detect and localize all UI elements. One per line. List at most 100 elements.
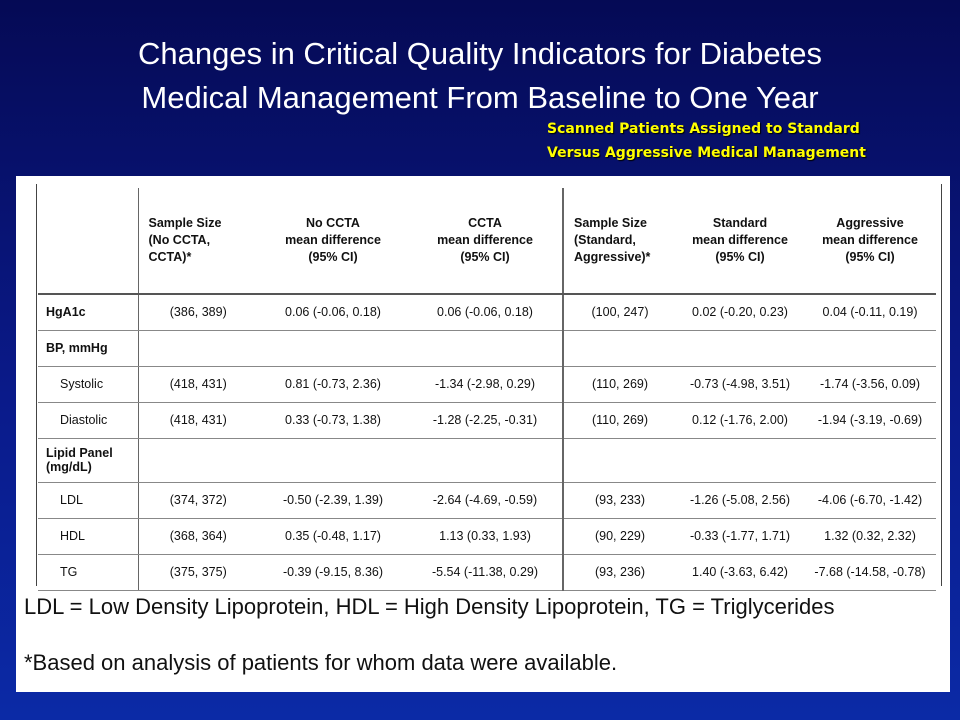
column-header-line: Sample Size [574,216,647,230]
slide-subtitle-line-1: Scanned Patients Assigned to Standard [547,121,860,137]
table-cell [137,438,258,483]
table-row: HDL (368, 364) 0.35 (-0.48, 1.17) 1.13 (0.3… [38,518,936,555]
results-table: Sample Size (No CCTA, CCTA)* No CCTA mean di… [38,188,936,591]
table-cell [562,438,676,483]
row-label: Lipid Panel (mg/dL) [38,438,138,483]
table-cell: -1.74 (-3.56, 0.09) [804,366,936,403]
table-cell: 0.81 (-0.73, 2.36) [258,366,408,403]
table-row: HgA1c (386, 389) 0.06 (-0.06, 0.18) 0.06 (-… [38,294,936,331]
row-label: LDL [38,482,138,519]
table-cell: -4.06 (-6.70, -1.42) [804,482,936,519]
table-cell: -0.39 (-9.15, 8.36) [258,554,408,591]
column-header-6: Aggressive mean difference (95% CI) [804,188,936,295]
table-cell: -1.28 (-2.25, -0.31) [408,402,563,439]
column-header-line: mean difference [822,233,918,247]
column-header-1: Sample Size (No CCTA, CCTA)* [137,188,258,295]
table-cell: 1.32 (0.32, 2.32) [804,518,936,555]
column-header-line: CCTA [468,216,502,230]
table-cell: -1.34 (-2.98, 0.29) [408,366,563,403]
column-header-line: Aggressive [836,216,904,230]
table-cell: (110, 269) [562,402,676,439]
table-cell: (90, 229) [562,518,676,555]
column-header-4: Sample Size (Standard, Aggressive)* [562,188,676,295]
table-cell: (93, 236) [562,554,676,591]
table-cell: 0.04 (-0.11, 0.19) [804,294,936,331]
column-header-line: (95% CI) [845,250,895,264]
column-header-line: Sample Size [148,216,222,230]
table-cell: -2.64 (-4.69, -0.59) [408,482,563,519]
table-cell: (110, 269) [562,366,676,403]
row-label: HgA1c [38,294,138,331]
table-cell: 1.40 (-3.63, 6.42) [676,554,804,591]
table-cell: -1.94 (-3.19, -0.69) [804,402,936,439]
row-label: Systolic [38,366,138,403]
column-header-line: CCTA)* [148,250,192,264]
column-header-line: mean difference [437,233,533,247]
column-header-line: mean difference [692,233,788,247]
column-header-0 [38,188,138,295]
table-row: Lipid Panel (mg/dL) [38,438,936,483]
row-label: HDL [38,518,138,555]
table-cell: 0.35 (-0.48, 1.17) [258,518,408,555]
table-cell: (375, 375) [137,554,258,591]
table-cell: (418, 431) [137,402,258,439]
table-cell [137,330,258,367]
column-header-line: Standard [712,216,768,230]
table-cell [676,438,804,483]
row-label: BP, mmHg [38,330,138,367]
table-cell: (374, 372) [137,482,258,519]
row-label: TG [38,554,138,591]
column-header-line: mean difference [285,233,381,247]
column-header-line: Aggressive)* [574,250,651,264]
slide-subtitle: Scanned Patients Assigned to Standard Ve… [547,117,866,165]
table-cell [408,330,563,367]
slide-subtitle-line-2: Versus Aggressive Medical Management [547,145,866,161]
table-cell [676,330,804,367]
table-row: Systolic (418, 431) 0.81 (-0.73, 2.36) -1.3… [38,366,936,403]
table-cell: (386, 389) [137,294,258,331]
slide-title: Changes in Critical Quality Indicators f… [0,32,960,120]
column-header-line: (No CCTA, [148,233,211,247]
table-cell: 0.12 (-1.76, 2.00) [676,402,804,439]
table-cell: 0.33 (-0.73, 1.38) [258,402,408,439]
abbreviation-footnote: LDL = Low Density Lipoprotein, HDL = Hig… [24,594,835,619]
table-panel: Sample Size (No CCTA, CCTA)* No CCTA mean di… [16,176,950,692]
slide-title-line-1: Changes in Critical Quality Indicators f… [137,36,823,71]
table-cell [804,438,936,483]
column-header-line: No CCTA [306,216,360,230]
table-cell: -0.50 (-2.39, 1.39) [258,482,408,519]
table-cell [258,438,408,483]
table-row: LDL (374, 372) -0.50 (-2.39, 1.39) -2.64 (-… [38,482,936,519]
column-header-2: No CCTA mean difference (95% CI) [258,188,408,295]
table-header-row: Sample Size (No CCTA, CCTA)* No CCTA mean di… [38,188,936,295]
table-cell: -5.54 (-11.38, 0.29) [408,554,563,591]
table-row: BP, mmHg [38,330,936,367]
results-table-area: Sample Size (No CCTA, CCTA)* No CCTA mean di… [38,188,938,591]
table-cell: (418, 431) [137,366,258,403]
table-cell: 0.06 (-0.06, 0.18) [408,294,563,331]
table-cell: 1.13 (0.33, 1.93) [408,518,563,555]
table-cell [258,330,408,367]
table-cell: -7.68 (-14.58, -0.78) [804,554,936,591]
column-header-line: (Standard, [574,233,636,247]
table-cell: 0.02 (-0.20, 0.23) [676,294,804,331]
column-header-5: Standard mean difference (95% CI) [676,188,804,295]
row-label: Diastolic [38,402,138,439]
column-header-3: CCTA mean difference (95% CI) [408,188,563,295]
table-cell: -0.73 (-4.98, 3.51) [676,366,804,403]
table-cell: (100, 247) [562,294,676,331]
column-header-line: (95% CI) [308,250,358,264]
column-header-line: (95% CI) [715,250,765,264]
column-header-line: (95% CI) [460,250,510,264]
table-cell: (93, 233) [562,482,676,519]
table-body: HgA1c (386, 389) 0.06 (-0.06, 0.18) 0.06 (-… [38,294,936,591]
table-row: TG (375, 375) -0.39 (-9.15, 8.36) -5.54 (-1… [38,554,936,591]
table-cell [408,438,563,483]
table-cell [804,330,936,367]
asterisk-footnote: *Based on analysis of patients for whom … [24,650,618,675]
table-cell: -0.33 (-1.77, 1.71) [676,518,804,555]
table-cell: (368, 364) [137,518,258,555]
table-cell: -1.26 (-5.08, 2.56) [676,482,804,519]
table-row: Diastolic (418, 431) 0.33 (-0.73, 1.38) -1.… [38,402,936,439]
slide-title-line-2: Medical Management From Baseline to One … [141,80,819,115]
